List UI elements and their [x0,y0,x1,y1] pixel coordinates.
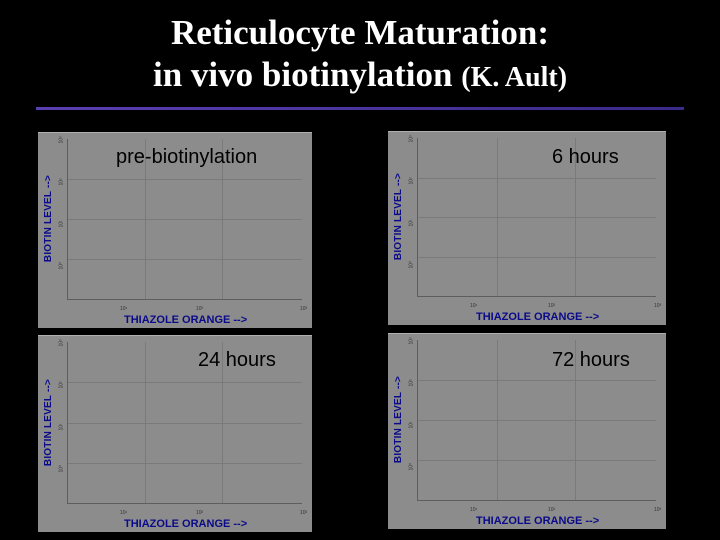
y-tick-label: 10² [58,178,65,186]
plot-panel-pre-biotinylation: BIOTIN LEVEL --> 10³ 10² 10¹ 10⁰ 10¹ 10²… [38,132,312,328]
gridline [222,139,224,299]
y-axis-label: BIOTIN LEVEL --> [393,172,405,261]
y-tick-label: 10³ [58,136,65,144]
gridline [145,139,147,299]
plot-panel-72-hours: BIOTIN LEVEL --> 10³ 10² 10¹ 10⁰ 10¹ 10²… [388,333,666,529]
plot-area [67,342,302,504]
plot-panel-24-hours: BIOTIN LEVEL --> 10³ 10² 10¹ 10⁰ 10¹ 10²… [38,335,312,532]
x-tick-label: 10² [196,510,204,516]
panel-caption-6-hours: 6 hours [552,146,619,168]
panel-caption-72-hours: 72 hours [552,349,630,371]
gridline [68,259,302,260]
x-tick-label: 10³ [654,303,662,309]
gridline [68,422,302,424]
gridline [418,217,656,218]
title-line-2: in vivo biotinylation (K. Ault) [0,54,720,99]
gridline [222,342,224,503]
title-line-1: Reticulocyte Maturation: [170,13,550,52]
y-tick-label: 10⁰ [408,462,415,471]
x-axis-label: THIAZOLE ORANGE --> [476,311,600,323]
gridline [68,382,302,384]
gridline [418,460,656,461]
gridline [575,340,577,500]
y-tick-label: 10¹ [58,220,65,228]
x-axis-label: THIAZOLE ORANGE --> [124,518,248,530]
x-tick-label: 10² [548,303,556,309]
y-tick-label: 10¹ [408,219,415,227]
x-tick-label: 10³ [300,510,308,516]
gridline [496,138,498,296]
plot-area [67,139,302,300]
panel-caption-pre-biotinylation: pre-biotinylation [116,146,258,168]
gridline [575,138,577,296]
gridline [68,179,302,180]
x-tick-label: 10¹ [120,306,128,312]
x-tick-label: 10¹ [470,303,478,309]
x-tick-label: 10² [196,306,204,312]
y-tick-label: 10³ [408,337,415,345]
gridline [418,420,656,421]
gridline [496,340,498,500]
gridline [418,256,656,258]
x-tick-label: 10³ [300,306,308,312]
y-tick-label: 10¹ [58,423,65,431]
plot-area [417,138,656,297]
gridline [418,380,656,381]
plot-panel-6-hours: BIOTIN LEVEL --> 10³ 10² 10¹ 10⁰ 10¹ 10²… [388,131,666,325]
y-tick-label: 10² [408,177,415,185]
x-tick-label: 10² [548,507,556,513]
x-tick-label: 10³ [654,507,662,513]
y-tick-label: 10² [58,381,65,389]
y-tick-label: 10⁰ [58,261,65,270]
y-tick-label: 10³ [58,339,65,347]
y-tick-label: 10¹ [408,421,415,429]
title-underline [36,107,684,110]
x-axis-label: THIAZOLE ORANGE --> [124,314,248,326]
gridline [418,177,656,179]
gridline [68,462,302,464]
y-tick-label: 10⁰ [58,464,65,473]
y-axis-label: BIOTIN LEVEL --> [43,174,55,263]
panel-caption-24-hours: 24 hours [198,349,276,371]
slide-title: Reticulocyte Maturation: in vivo biotiny… [0,12,720,99]
y-axis-label: BIOTIN LEVEL --> [43,378,55,466]
y-tick-label: 10³ [408,135,415,143]
gridline [145,342,147,503]
plot-area [417,340,656,501]
x-axis-label: THIAZOLE ORANGE --> [476,515,600,527]
y-tick-label: 10² [408,379,415,387]
title-author: (K. Ault) [461,62,568,93]
x-tick-label: 10¹ [470,507,478,513]
y-axis-label: BIOTIN LEVEL --> [393,375,405,464]
title-subject: in vivo biotinylation [152,55,453,94]
gridline [68,219,302,220]
y-tick-label: 10⁰ [408,260,415,269]
x-tick-label: 10¹ [120,510,128,516]
